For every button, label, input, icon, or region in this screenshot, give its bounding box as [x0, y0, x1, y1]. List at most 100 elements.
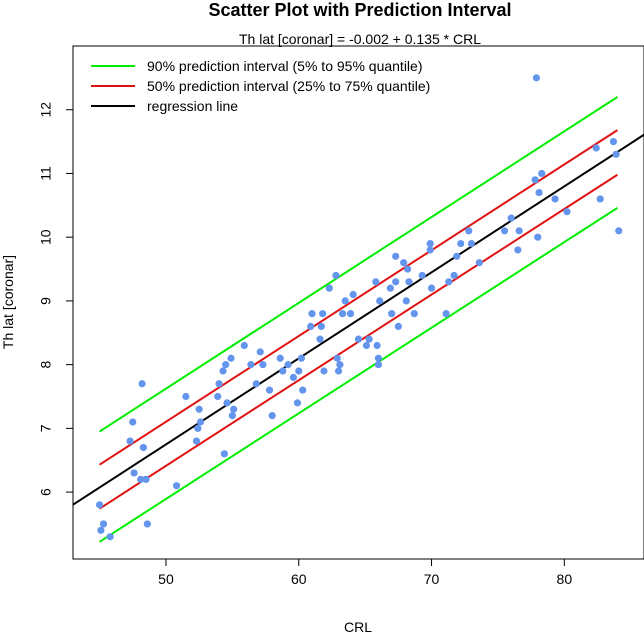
data-point: [535, 188, 543, 197]
data-point: [192, 437, 201, 445]
data-point: [196, 418, 205, 426]
pi90-lower-line: [99, 207, 618, 543]
data-point: [259, 361, 267, 369]
y-axis-label: Th lat [coronar]: [0, 255, 16, 349]
data-point: [299, 386, 307, 394]
data-point: [349, 290, 357, 299]
data-point: [392, 278, 400, 286]
data-point: [475, 259, 483, 267]
chart-subtitle: Th lat [coronar] = -0.002 + 0.135 * CRL: [239, 31, 481, 47]
data-point: [388, 310, 396, 318]
data-point: [293, 399, 302, 407]
data-point: [336, 361, 344, 369]
data-point: [316, 335, 324, 343]
data-point: [307, 322, 315, 330]
data-point: [334, 367, 343, 375]
data-point: [289, 373, 298, 381]
data-point: [338, 310, 347, 318]
data-point: [612, 150, 620, 158]
data-point: [95, 501, 104, 509]
data-point: [219, 367, 227, 375]
y-tick-label: 8: [38, 361, 54, 369]
data-point: [97, 526, 105, 534]
data-point: [405, 278, 413, 286]
data-point: [514, 246, 522, 254]
data-point: [374, 354, 383, 362]
x-tick-label: 60: [291, 571, 307, 587]
data-point: [362, 341, 371, 350]
data-point: [418, 271, 426, 280]
x-axis-label: CRL: [344, 619, 372, 633]
data-point: [106, 533, 114, 541]
data-point: [453, 252, 461, 260]
data-point: [276, 354, 284, 362]
data-point: [279, 367, 287, 375]
data-point: [215, 380, 223, 388]
y-axis: 6 7 8 9 10 11 12: [38, 102, 74, 496]
data-point: [143, 520, 151, 528]
data-point: [268, 412, 276, 420]
data-point: [457, 239, 465, 248]
data-point: [265, 386, 274, 394]
data-point: [426, 246, 434, 254]
data-point: [372, 278, 380, 286]
y-tick-label: 10: [38, 229, 54, 245]
data-point: [402, 297, 410, 305]
data-point: [386, 284, 394, 292]
data-point: [563, 208, 571, 216]
data-point: [427, 284, 436, 292]
y-tick-label: 6: [38, 488, 54, 496]
x-axis: 50 60 70 80: [158, 558, 572, 587]
data-point: [404, 265, 412, 273]
data-point: [252, 380, 260, 388]
data-point: [182, 392, 190, 401]
y-tick-label: 12: [38, 102, 54, 118]
data-point: [376, 297, 384, 305]
data-point: [308, 310, 316, 318]
data-point: [295, 367, 303, 375]
y-tick-label: 7: [38, 424, 54, 432]
data-point: [400, 259, 408, 267]
data-point: [319, 310, 327, 318]
data-point: [194, 424, 202, 432]
data-point: [240, 341, 248, 350]
data-point: [596, 195, 604, 203]
y-tick-label: 9: [38, 297, 54, 305]
data-point: [442, 310, 450, 318]
data-point: [220, 450, 228, 458]
data-point: [515, 227, 523, 235]
data-point: [99, 520, 108, 528]
data-point: [230, 405, 238, 413]
data-point: [373, 341, 381, 350]
data-point: [317, 322, 325, 330]
legend-label: 50% prediction interval (25% to 75% quan…: [147, 78, 430, 94]
data-point: [137, 475, 145, 483]
points-layer: [95, 74, 623, 541]
data-point: [500, 227, 509, 235]
data-point: [551, 195, 559, 203]
legend-label: 90% prediction interval (5% to 95% quant…: [147, 58, 423, 74]
data-point: [129, 418, 137, 426]
x-tick-label: 70: [424, 571, 440, 587]
data-point: [365, 335, 373, 343]
data-point: [534, 233, 542, 241]
data-point: [284, 361, 292, 369]
x-tick-label: 50: [158, 571, 174, 587]
data-point: [410, 310, 418, 318]
data-point: [195, 405, 203, 413]
data-point: [228, 412, 236, 420]
data-point: [256, 348, 264, 356]
data-point: [538, 169, 546, 178]
data-point: [332, 271, 340, 280]
legend: 90% prediction interval (5% to 95% quant…: [91, 58, 430, 114]
data-point: [374, 361, 383, 369]
data-point: [354, 335, 363, 343]
chart-title: Scatter Plot with Prediction Interval: [208, 0, 511, 20]
data-point: [223, 399, 231, 407]
data-point: [297, 354, 305, 362]
data-point: [247, 361, 255, 369]
data-point: [426, 239, 434, 248]
data-point: [222, 361, 230, 369]
data-point: [214, 392, 222, 401]
